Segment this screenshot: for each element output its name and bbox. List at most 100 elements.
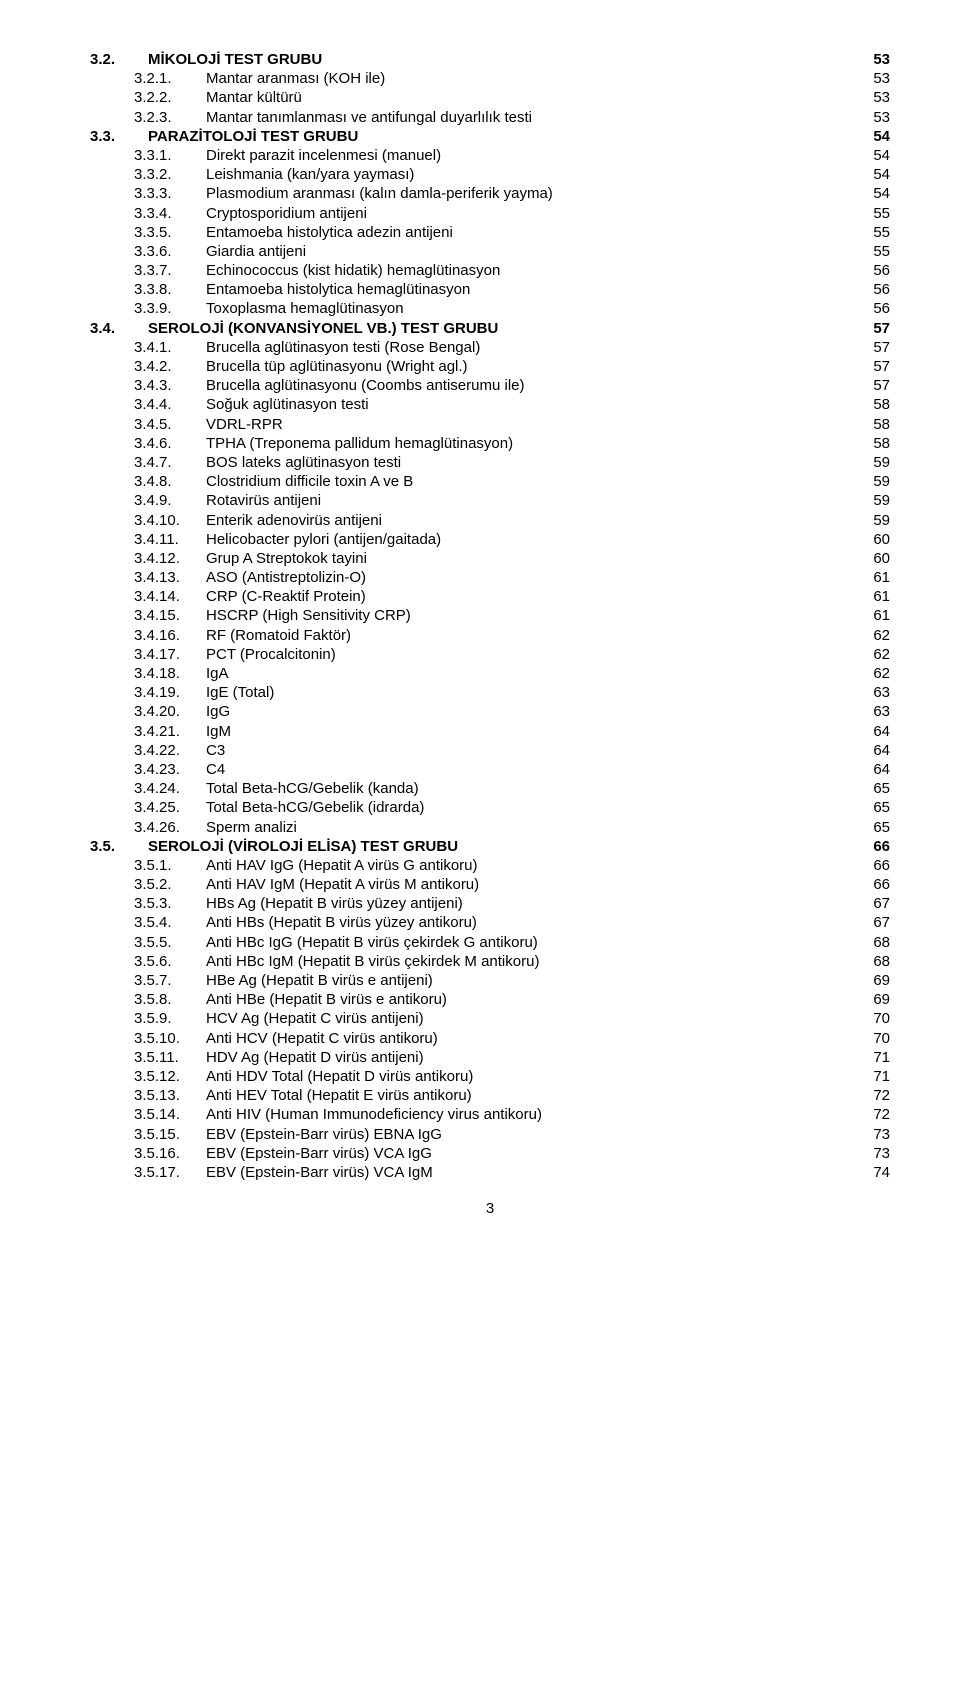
toc-left: 3.4.18.IgA — [90, 664, 229, 683]
toc-page: 54 — [873, 165, 890, 184]
toc-number: 3.5.16. — [90, 1144, 206, 1163]
toc-line: 3.5.16.EBV (Epstein-Barr virüs) VCA IgG7… — [90, 1144, 890, 1163]
toc-left: 3.4.22.C3 — [90, 741, 225, 760]
toc-left: 3.4.17.PCT (Procalcitonin) — [90, 645, 336, 664]
toc-left: 3.3.5.Entamoeba histolytica adezin antij… — [90, 223, 453, 242]
toc-left: 3.4.15.HSCRP (High Sensitivity CRP) — [90, 606, 411, 625]
toc-container: 3.2.MİKOLOJİ TEST GRUBU533.2.1.Mantar ar… — [90, 50, 890, 1182]
toc-label: Anti HBe (Hepatit B virüs e antikoru) — [206, 990, 447, 1009]
toc-page: 53 — [873, 88, 890, 107]
toc-label: Clostridium difficile toxin A ve B — [206, 472, 413, 491]
toc-line: 3.4.17.PCT (Procalcitonin) 62 — [90, 645, 890, 664]
toc-number: 3.4.8. — [90, 472, 206, 491]
toc-left: 3.3.4.Cryptosporidium antijeni — [90, 204, 367, 223]
toc-left: 3.2.2.Mantar kültürü — [90, 88, 302, 107]
toc-line: 3.3.2.Leishmania (kan/yara yayması)54 — [90, 165, 890, 184]
toc-page: 55 — [873, 242, 890, 261]
toc-line: 3.4.18.IgA62 — [90, 664, 890, 683]
toc-left: 3.5.1.Anti HAV IgG (Hepatit A virüs G an… — [90, 856, 478, 875]
toc-left: 3.3.1.Direkt parazit incelenmesi (manuel… — [90, 146, 441, 165]
toc-number: 3.4.24. — [90, 779, 206, 798]
toc-left: 3.4.14.CRP (C-Reaktif Protein) — [90, 587, 366, 606]
toc-line: 3.4.11.Helicobacter pylori (antijen/gait… — [90, 530, 890, 549]
toc-line: 3.4.9.Rotavirüs antijeni59 — [90, 491, 890, 510]
toc-number: 3.5.7. — [90, 971, 206, 990]
toc-label: MİKOLOJİ TEST GRUBU — [148, 50, 322, 69]
toc-left: 3.4.3.Brucella aglütinasyonu (Coombs ant… — [90, 376, 525, 395]
toc-line: 3.4.3.Brucella aglütinasyonu (Coombs ant… — [90, 376, 890, 395]
toc-line: 3.4.10.Enterik adenovirüs antijeni59 — [90, 511, 890, 530]
toc-left: 3.5.15.EBV (Epstein-Barr virüs) EBNA IgG — [90, 1125, 442, 1144]
toc-label: IgE (Total) — [206, 683, 274, 702]
toc-line: 3.4.4.Soğuk aglütinasyon testi58 — [90, 395, 890, 414]
toc-page: 60 — [873, 530, 890, 549]
toc-line: 3.5.12.Anti HDV Total (Hepatit D virüs a… — [90, 1067, 890, 1086]
toc-page: 55 — [873, 223, 890, 242]
toc-left: 3.4.10.Enterik adenovirüs antijeni — [90, 511, 382, 530]
toc-line: 3.4.25.Total Beta-hCG/Gebelik (idrarda)6… — [90, 798, 890, 817]
toc-label: IgG — [206, 702, 230, 721]
toc-label: SEROLOJİ (VİROLOJİ ELİSA) TEST GRUBU — [148, 837, 458, 856]
toc-left: 3.3.7.Echinococcus (kist hidatik) hemagl… — [90, 261, 500, 280]
toc-line: 3.4.24.Total Beta-hCG/Gebelik (kanda)65 — [90, 779, 890, 798]
toc-line: 3.2.MİKOLOJİ TEST GRUBU53 — [90, 50, 890, 69]
toc-page: 66 — [873, 875, 890, 894]
toc-left: 3.4.9.Rotavirüs antijeni — [90, 491, 321, 510]
toc-number: 3.5.6. — [90, 952, 206, 971]
toc-line: 3.4.1.Brucella aglütinasyon testi (Rose … — [90, 338, 890, 357]
toc-line: 3.4.14.CRP (C-Reaktif Protein) 61 — [90, 587, 890, 606]
toc-page: 63 — [873, 702, 890, 721]
toc-left: 3.5.11.HDV Ag (Hepatit D virüs antijeni) — [90, 1048, 424, 1067]
toc-page: 59 — [873, 453, 890, 472]
toc-page: 65 — [873, 779, 890, 798]
toc-left: 3.4.21.IgM — [90, 722, 231, 741]
toc-label: Anti HEV Total (Hepatit E virüs antikoru… — [206, 1086, 472, 1105]
toc-line: 3.5.15.EBV (Epstein-Barr virüs) EBNA IgG… — [90, 1125, 890, 1144]
toc-line: 3.3.3.Plasmodium aranması (kalın damla-p… — [90, 184, 890, 203]
toc-number: 3.4.2. — [90, 357, 206, 376]
toc-line: 3.4.16.RF (Romatoid Faktör)62 — [90, 626, 890, 645]
toc-number: 3.3.9. — [90, 299, 206, 318]
page-number: 3 — [90, 1200, 890, 1217]
toc-label: Anti HAV IgG (Hepatit A virüs G antikoru… — [206, 856, 478, 875]
toc-left: 3.3.6.Giardia antijeni — [90, 242, 306, 261]
toc-line: 3.4.SEROLOJİ (KONVANSİYONEL VB.) TEST GR… — [90, 319, 890, 338]
toc-line: 3.5.17.EBV (Epstein-Barr virüs) VCA IgM7… — [90, 1163, 890, 1182]
toc-label: Soğuk aglütinasyon testi — [206, 395, 369, 414]
toc-label: Anti HBs (Hepatit B virüs yüzey antikoru… — [206, 913, 477, 932]
toc-left: 3.4.5.VDRL-RPR — [90, 415, 283, 434]
toc-number: 3.5.4. — [90, 913, 206, 932]
toc-line: 3.4.15.HSCRP (High Sensitivity CRP)61 — [90, 606, 890, 625]
toc-label: Helicobacter pylori (antijen/gaitada) — [206, 530, 441, 549]
toc-line: 3.5.9.HCV Ag (Hepatit C virüs antijeni)7… — [90, 1009, 890, 1028]
toc-label: Giardia antijeni — [206, 242, 306, 261]
toc-left: 3.5.9.HCV Ag (Hepatit C virüs antijeni) — [90, 1009, 424, 1028]
toc-page: 57 — [873, 338, 890, 357]
toc-number: 3.5.15. — [90, 1125, 206, 1144]
toc-left: 3.5.SEROLOJİ (VİROLOJİ ELİSA) TEST GRUBU — [90, 837, 458, 856]
toc-line: 3.3.8.Entamoeba histolytica hemaglütinas… — [90, 280, 890, 299]
toc-line: 3.4.21.IgM 64 — [90, 722, 890, 741]
toc-label: RF (Romatoid Faktör) — [206, 626, 351, 645]
toc-page: 58 — [873, 415, 890, 434]
toc-page: 62 — [873, 645, 890, 664]
toc-number: 3.4.19. — [90, 683, 206, 702]
toc-left: 3.3.8.Entamoeba histolytica hemaglütinas… — [90, 280, 470, 299]
toc-number: 3.4.13. — [90, 568, 206, 587]
toc-label: Brucella tüp aglütinasyonu (Wright agl.) — [206, 357, 468, 376]
toc-left: 3.5.4.Anti HBs (Hepatit B virüs yüzey an… — [90, 913, 477, 932]
toc-page: 55 — [873, 204, 890, 223]
toc-page: 68 — [873, 952, 890, 971]
toc-line: 3.4.7.BOS lateks aglütinasyon testi 59 — [90, 453, 890, 472]
toc-page: 64 — [873, 722, 890, 741]
toc-page: 59 — [873, 472, 890, 491]
toc-left: 3.5.5.Anti HBc IgG (Hepatit B virüs çeki… — [90, 933, 538, 952]
toc-number: 3.5.5. — [90, 933, 206, 952]
toc-line: 3.4.2.Brucella tüp aglütinasyonu (Wright… — [90, 357, 890, 376]
toc-page: 61 — [873, 587, 890, 606]
toc-page: 70 — [873, 1029, 890, 1048]
toc-page: 67 — [873, 913, 890, 932]
toc-number: 3.4.11. — [90, 530, 206, 549]
toc-page: 71 — [873, 1067, 890, 1086]
toc-left: 3.4.7.BOS lateks aglütinasyon testi — [90, 453, 401, 472]
